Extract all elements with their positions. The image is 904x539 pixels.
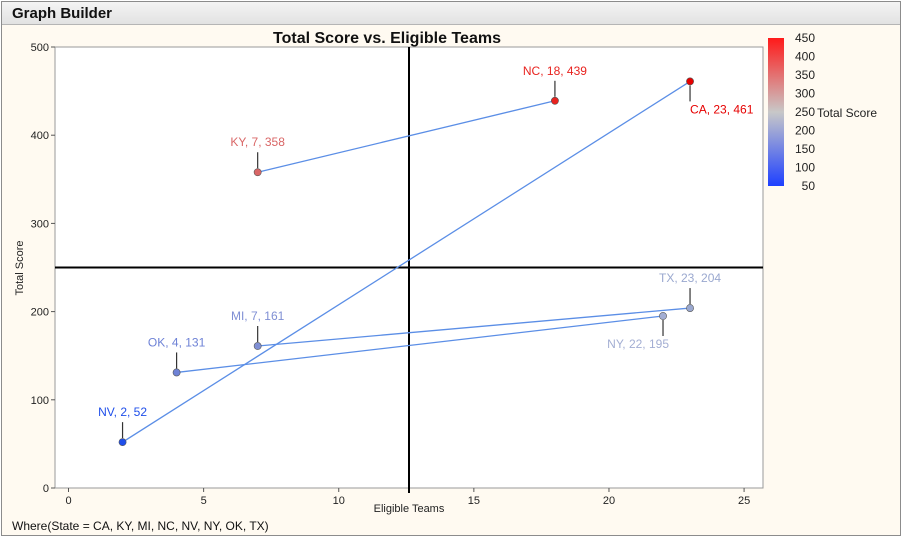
point-label-nv: NV, 2, 52 <box>98 405 147 419</box>
legend-tick-label: 300 <box>795 87 815 101</box>
y-tick-label: 400 <box>31 130 49 142</box>
point-label-tx: TX, 23, 204 <box>659 271 721 285</box>
point-label-ca: CA, 23, 461 <box>690 102 754 116</box>
window-title: Graph Builder <box>12 5 113 22</box>
chart-title: Total Score vs. Eligible Teams <box>273 30 501 47</box>
point-label-ky: KY, 7, 358 <box>230 135 285 149</box>
legend-color-bar <box>768 38 784 186</box>
legend-tick-label: 200 <box>795 124 815 138</box>
data-point-ky[interactable] <box>253 168 262 177</box>
point-label-nc: NC, 18, 439 <box>523 64 587 78</box>
data-point-nv[interactable] <box>118 438 127 447</box>
y-tick-label: 500 <box>31 42 49 54</box>
y-tick-label: 100 <box>31 395 49 407</box>
connecting-line <box>257 100 556 173</box>
legend-title: Total Score <box>817 106 877 120</box>
where-clause: Where(State = CA, KY, MI, NC, NV, NY, OK… <box>12 519 269 533</box>
data-point-ca[interactable] <box>686 77 694 86</box>
x-axis: 0 5 10 15 20 25 <box>65 488 750 507</box>
x-tick-label: 15 <box>468 495 480 507</box>
legend-tick-label: 150 <box>795 142 815 156</box>
point-label-mi: MI, 7, 161 <box>231 309 285 323</box>
connecting-line <box>257 307 691 347</box>
data-point-nc[interactable] <box>551 96 559 105</box>
color-legend[interactable]: Total Score 450 400 350 300 250 200 150 100 50 <box>768 31 877 193</box>
legend-tick-label: 350 <box>795 68 815 82</box>
connecting-line <box>122 80 691 443</box>
reference-lines <box>55 47 763 493</box>
x-tick-label: 0 <box>65 495 71 507</box>
x-tick-label: 25 <box>738 495 750 507</box>
y-tick-label: 200 <box>31 307 49 319</box>
x-tick-label: 20 <box>603 495 615 507</box>
window-titlebar[interactable]: Graph Builder <box>2 2 900 25</box>
data-point-tx[interactable] <box>686 304 694 312</box>
data-point-ok[interactable] <box>172 368 181 377</box>
legend-tick-label: 400 <box>795 50 815 64</box>
data-points: KY, 7, 358 NC, 18, 439 CA, 23, 461 TX, 23, … <box>98 64 754 447</box>
legend-tick-label: 100 <box>795 161 815 175</box>
connecting-line <box>176 315 664 374</box>
point-label-ny: NY, 22, 195 <box>607 337 669 351</box>
data-point-ny[interactable] <box>659 312 667 320</box>
legend-tick-label: 450 <box>795 31 815 45</box>
y-axis: 0 100 200 300 400 500 <box>31 42 55 495</box>
y-tick-label: 300 <box>31 218 49 230</box>
x-tick-label: 5 <box>201 495 207 507</box>
x-axis-title: Eligible Teams <box>374 503 445 515</box>
y-axis-title: Total Score <box>14 240 26 295</box>
legend-tick-label: 250 <box>795 105 815 119</box>
point-label-ok: OK, 4, 131 <box>148 335 206 349</box>
y-tick-label: 0 <box>43 483 49 495</box>
x-tick-label: 10 <box>333 495 345 507</box>
data-point-mi[interactable] <box>253 342 262 350</box>
legend-tick-label: 50 <box>802 179 816 193</box>
connecting-lines <box>122 80 691 443</box>
